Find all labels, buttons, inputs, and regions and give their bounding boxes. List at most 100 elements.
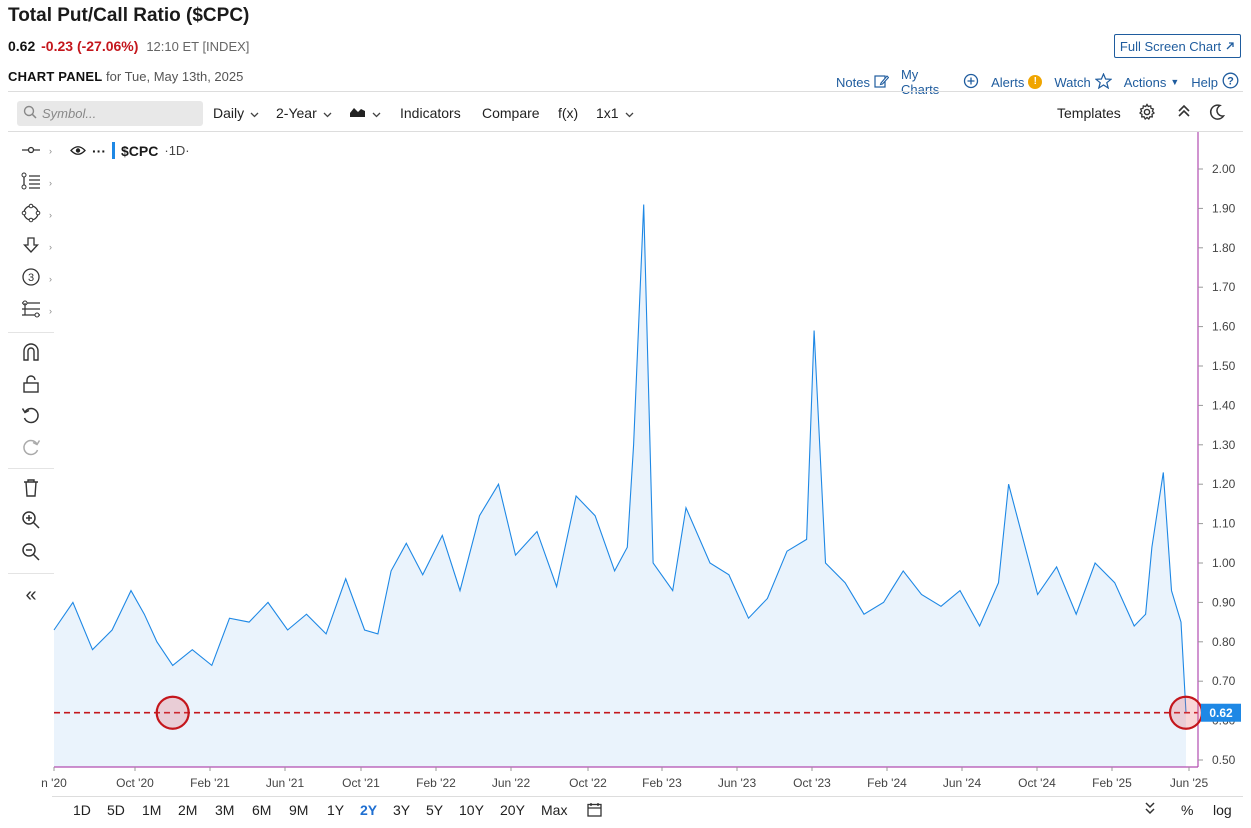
watch-link[interactable]: Watch: [1054, 67, 1113, 97]
actions-label: Actions: [1123, 74, 1167, 90]
annotation-circle[interactable]: [155, 695, 190, 730]
arrow-down-icon: [23, 236, 39, 259]
chevron-down-icon: [372, 105, 381, 121]
notes-link[interactable]: Notes: [836, 67, 890, 97]
collapse-sidebar-button[interactable]: «: [18, 583, 44, 607]
chevron-down-icon: [250, 105, 259, 121]
chart-toolbar: Symbol... Daily 2-Year Indicators Compar…: [0, 98, 1251, 130]
range-button-1d[interactable]: 1D: [73, 802, 91, 818]
magnet-tool[interactable]: [18, 342, 44, 366]
full-screen-chart-button[interactable]: Full Screen Chart: [1114, 34, 1241, 58]
last-value-badge: [1201, 703, 1241, 722]
period-dropdown[interactable]: Daily: [213, 105, 259, 121]
trendline-tool[interactable]: ›: [18, 171, 52, 195]
my-charts-link[interactable]: My Charts: [901, 67, 979, 97]
calendar-button[interactable]: [587, 802, 602, 820]
shapes-tool[interactable]: ›: [18, 203, 52, 227]
percent-toggle[interactable]: %: [1181, 802, 1194, 818]
y-tick-label: 2.00: [1212, 162, 1236, 176]
theme-toggle[interactable]: [1208, 103, 1226, 124]
help-link[interactable]: Help ?: [1191, 67, 1239, 97]
quote-meta: 12:10 ET [INDEX]: [146, 39, 250, 54]
range-button-5y[interactable]: 5Y: [426, 802, 444, 818]
fibonacci-tool[interactable]: ›: [18, 299, 52, 324]
x-tick-label: Jun '25: [1170, 776, 1209, 790]
x-tick-label: Jun '22: [492, 776, 531, 790]
lock-tool[interactable]: [18, 374, 44, 398]
x-tick-label: n '20: [41, 776, 67, 790]
y-tick-label: 0.50: [1212, 753, 1236, 767]
layout-dropdown[interactable]: 1x1: [596, 105, 634, 121]
chevron-down-icon: [625, 105, 634, 121]
range-button-1y[interactable]: 1Y: [327, 802, 345, 818]
top-links: Notes My Charts Alerts ! Watch Actions ▼…: [836, 67, 1251, 97]
y-tick-label: 1.50: [1212, 359, 1236, 373]
my-charts-label: My Charts: [900, 67, 940, 97]
range-button-max[interactable]: Max: [541, 802, 568, 818]
settings-button[interactable]: [1138, 103, 1156, 124]
area-chart-icon: [349, 105, 366, 121]
last-price: 0.62: [8, 38, 36, 54]
alerts-link[interactable]: Alerts !: [991, 67, 1043, 97]
undo-button[interactable]: [18, 406, 44, 430]
collapse-toolbar-button[interactable]: [1177, 103, 1191, 122]
actions-link[interactable]: Actions ▼: [1124, 67, 1180, 97]
trash-icon: [22, 478, 40, 503]
notes-label: Notes: [836, 74, 870, 90]
y-tick-label: 1.30: [1212, 438, 1236, 452]
more-icon[interactable]: ···: [92, 142, 106, 159]
range-dropdown[interactable]: 2-Year: [276, 105, 332, 121]
legend-interval: ·1D·: [164, 143, 190, 158]
range-button-5d[interactable]: 5D: [107, 802, 125, 818]
redo-button[interactable]: [18, 438, 44, 462]
toolbar-divider: [8, 131, 1243, 132]
arrow-tool[interactable]: ›: [18, 235, 52, 259]
crosshair-tool[interactable]: ›: [18, 139, 52, 163]
edit-icon: [874, 74, 890, 91]
y-tick-label: 0.70: [1212, 674, 1236, 688]
range-button-6m[interactable]: 6M: [252, 802, 272, 818]
range-button-2y[interactable]: 2Y: [360, 802, 378, 818]
x-tick-label: Jun '23: [718, 776, 757, 790]
x-tick-label: Jun '24: [943, 776, 982, 790]
range-button-20y[interactable]: 20Y: [500, 802, 525, 818]
price-change: -0.23 (-27.06%): [41, 38, 139, 54]
search-placeholder: Symbol...: [42, 106, 97, 121]
fx-button[interactable]: f(x): [558, 105, 579, 121]
expand-down-button[interactable]: [1144, 801, 1156, 818]
chart-type-dropdown[interactable]: [349, 105, 381, 121]
delete-button[interactable]: [18, 478, 44, 502]
range-button-9m[interactable]: 9M: [289, 802, 309, 818]
range-button-3m[interactable]: 3M: [215, 802, 235, 818]
y-tick-label: 0.80: [1212, 635, 1236, 649]
zoom-out-button[interactable]: [18, 542, 44, 566]
fibonacci-icon: [21, 299, 41, 324]
templates-button[interactable]: Templates: [1057, 105, 1121, 121]
redo-icon: [21, 438, 41, 463]
log-toggle[interactable]: log: [1213, 802, 1232, 818]
period-label: Daily: [213, 105, 245, 121]
lock-icon: [22, 374, 40, 399]
x-tick-label: Oct '23: [793, 776, 831, 790]
annotation-circle[interactable]: [1168, 695, 1204, 730]
svg-text:?: ?: [1227, 76, 1234, 88]
numbering-tool[interactable]: 3 ›: [18, 267, 52, 291]
chart-panel-line: CHART PANEL for Tue, May 13th, 2025: [8, 69, 243, 84]
compare-button[interactable]: Compare: [482, 105, 540, 121]
symbol-search[interactable]: Symbol...: [17, 101, 203, 126]
indicators-button[interactable]: Indicators: [400, 105, 461, 121]
range-button-10y[interactable]: 10Y: [459, 802, 484, 818]
range-button-3y[interactable]: 3Y: [393, 802, 411, 818]
trendline-icon: [21, 172, 41, 195]
eye-icon[interactable]: [70, 143, 86, 159]
series-area: [54, 204, 1186, 767]
range-button-1m[interactable]: 1M: [142, 802, 162, 818]
zoom-in-button[interactable]: [18, 510, 44, 534]
crosshair-icon: [21, 142, 41, 160]
calendar-icon: [587, 803, 602, 820]
bottom-divider: [52, 796, 1243, 797]
x-tick-label: Feb '24: [867, 776, 907, 790]
x-tick-label: Feb '25: [1092, 776, 1132, 790]
range-button-2m[interactable]: 2M: [178, 802, 198, 818]
